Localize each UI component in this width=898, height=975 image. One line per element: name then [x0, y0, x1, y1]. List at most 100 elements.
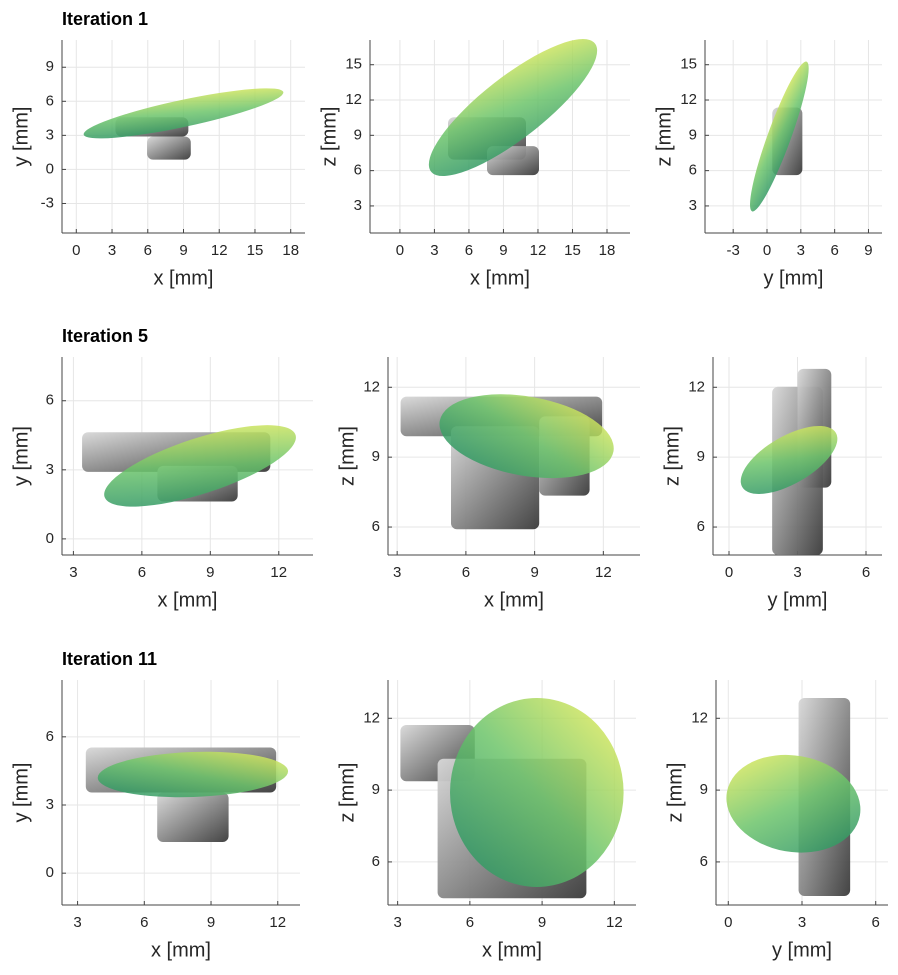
x-tick-label: 12	[595, 564, 612, 581]
x-tick-label: 6	[465, 242, 473, 259]
y-tick-label: 9	[689, 126, 697, 143]
panel: -3 0 3 6 9 3 6 9 12 15 y [mm] z [mm]	[653, 40, 882, 289]
x-tick-label: 9	[206, 564, 214, 581]
y-axis-label: z [mm]	[653, 107, 675, 167]
panel: Iteration 1136912036x [mm]y [mm]	[10, 649, 300, 962]
y-tick-label: 9	[700, 781, 708, 798]
y-tick-label: 12	[680, 91, 697, 108]
y-tick-label: 15	[345, 56, 362, 73]
y-tick-label: 0	[46, 160, 54, 177]
y-tick-label: 12	[363, 378, 380, 395]
y-axis-label: z [mm]	[318, 107, 340, 167]
x-tick-label: 9	[207, 914, 215, 931]
x-tick-label: -3	[727, 242, 740, 259]
x-tick-label: 6	[144, 242, 152, 259]
x-tick-label: 3	[793, 564, 801, 581]
y-tick-label: 12	[363, 709, 380, 726]
x-tick-label: 9	[538, 914, 546, 931]
x-axis-label: x [mm]	[151, 939, 211, 961]
x-tick-label: 15	[247, 242, 264, 259]
x-axis-label: y [mm]	[768, 589, 828, 611]
x-tick-label: 3	[430, 242, 438, 259]
y-axis-label: z [mm]	[664, 763, 686, 823]
x-axis-label: y [mm]	[772, 939, 832, 961]
x-tick-label: 6	[466, 914, 474, 931]
panel: 0 3 6 6 9 12 y [mm] z [mm]	[664, 680, 888, 961]
x-tick-label: 3	[797, 242, 805, 259]
x-tick-label: 6	[462, 564, 470, 581]
x-tick-label: 12	[270, 564, 287, 581]
y-tick-label: 6	[372, 853, 380, 870]
x-axis-label: x [mm]	[158, 589, 218, 611]
x-tick-label: 3	[69, 564, 77, 581]
voxel-shape	[147, 137, 191, 160]
panel-title: Iteration 1	[62, 9, 148, 29]
y-tick-label: 6	[689, 162, 697, 179]
x-tick-label: 18	[599, 242, 616, 259]
x-axis-label: x [mm]	[470, 267, 530, 289]
panel: 0 3 6 6 9 12 y [mm] z [mm]	[661, 357, 882, 611]
x-tick-label: 0	[725, 564, 733, 581]
panel-title: Iteration 11	[62, 649, 157, 669]
y-tick-label: 12	[345, 91, 362, 108]
y-tick-label: 12	[688, 378, 705, 395]
x-tick-label: 3	[798, 914, 806, 931]
x-tick-label: 18	[282, 242, 299, 259]
x-tick-label: 3	[393, 914, 401, 931]
x-axis-label: x [mm]	[154, 267, 214, 289]
y-tick-label: 15	[680, 56, 697, 73]
y-tick-label: 0	[46, 530, 54, 547]
y-tick-label: 6	[700, 853, 708, 870]
y-tick-label: 9	[372, 781, 380, 798]
y-tick-label: 9	[697, 448, 705, 465]
x-tick-label: 6	[830, 242, 838, 259]
x-tick-label: 0	[763, 242, 771, 259]
x-tick-label: 6	[872, 914, 880, 931]
x-tick-label: 12	[606, 914, 623, 931]
surface-shape	[741, 58, 817, 216]
x-tick-label: 6	[862, 564, 870, 581]
x-tick-label: 9	[530, 564, 538, 581]
y-tick-label: 6	[46, 92, 54, 109]
y-tick-label: 9	[354, 126, 362, 143]
x-tick-label: 3	[73, 914, 81, 931]
panel-title: Iteration 5	[62, 326, 148, 346]
x-tick-label: 6	[140, 914, 148, 931]
x-tick-label: 12	[530, 242, 547, 259]
y-tick-label: 6	[697, 518, 705, 535]
y-tick-label: -3	[41, 194, 54, 211]
x-tick-label: 9	[499, 242, 507, 259]
x-tick-label: 9	[864, 242, 872, 259]
y-tick-label: 3	[46, 126, 54, 143]
surface-shape	[450, 698, 624, 887]
y-tick-label: 12	[691, 709, 708, 726]
y-axis-label: y [mm]	[10, 426, 32, 486]
y-tick-label: 9	[372, 448, 380, 465]
x-tick-label: 6	[138, 564, 146, 581]
x-tick-label: 3	[108, 242, 116, 259]
y-tick-label: 0	[46, 864, 54, 881]
x-tick-label: 0	[396, 242, 404, 259]
voxel-shape	[157, 793, 228, 843]
x-axis-label: y [mm]	[764, 267, 824, 289]
y-tick-label: 3	[689, 197, 697, 214]
y-tick-label: 6	[354, 162, 362, 179]
figure: Iteration 10369121518-30369x [mm]y [mm]0…	[0, 0, 898, 975]
x-tick-label: 9	[179, 242, 187, 259]
y-tick-label: 9	[46, 58, 54, 75]
x-tick-label: 3	[393, 564, 401, 581]
y-tick-label: 3	[46, 796, 54, 813]
y-axis-label: z [mm]	[661, 426, 683, 486]
x-tick-label: 0	[724, 914, 732, 931]
y-tick-label: 6	[372, 518, 380, 535]
x-tick-label: 12	[211, 242, 228, 259]
y-axis-label: y [mm]	[10, 763, 32, 823]
y-axis-label: z [mm]	[336, 426, 358, 486]
y-tick-label: 6	[46, 392, 54, 409]
y-axis-label: y [mm]	[10, 107, 32, 167]
